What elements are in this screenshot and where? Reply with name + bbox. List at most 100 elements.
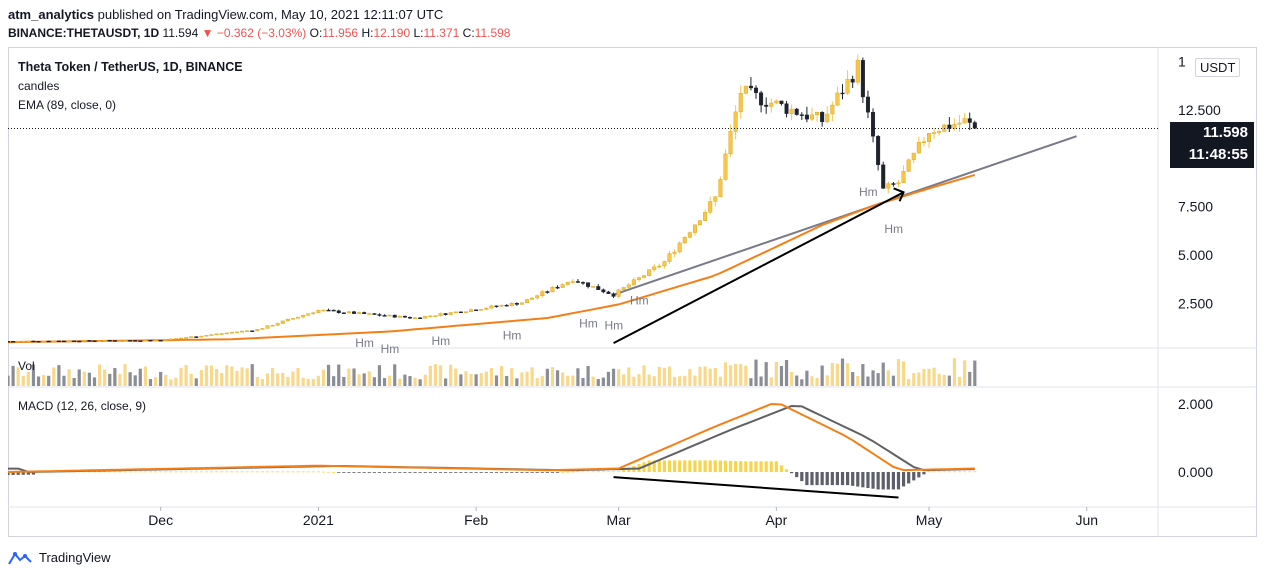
volume-bar <box>382 378 387 386</box>
candle-body <box>346 311 351 314</box>
candle-body <box>606 291 611 294</box>
pattern-label-hm: Hm <box>884 222 903 236</box>
volume-bar <box>82 371 86 386</box>
volume-bar <box>871 370 875 386</box>
macd-histogram-bar <box>265 471 270 473</box>
macd-histogram-bar <box>912 472 916 481</box>
candle-body <box>738 93 743 113</box>
macd-histogram-bar <box>479 472 483 473</box>
candle-body <box>616 289 621 297</box>
macd-histogram-bar <box>586 471 590 473</box>
candle-body <box>428 315 433 318</box>
macd-histogram-bar <box>108 471 112 473</box>
footer-brand[interactable]: TradingView <box>8 550 111 565</box>
macd-histogram-bar <box>840 472 845 486</box>
candle-body <box>835 92 840 106</box>
candle-body <box>759 92 764 106</box>
volume-bar <box>311 378 315 386</box>
macd-histogram-bar <box>143 471 147 473</box>
volume-bar <box>530 367 534 386</box>
macd-histogram-bar <box>744 461 748 472</box>
volume-bar <box>907 379 911 386</box>
volume-bar <box>881 362 885 386</box>
candle-body <box>21 340 26 343</box>
candle-body <box>219 333 224 335</box>
macd-histogram-bar <box>510 472 514 473</box>
price-tick: 5.000 <box>1178 247 1213 263</box>
volume-bar <box>479 373 483 386</box>
currency-selector[interactable]: USDT <box>1195 58 1241 77</box>
candle-body <box>581 282 586 284</box>
candle-body <box>754 87 759 93</box>
candle-body <box>250 330 255 332</box>
candle-body <box>550 286 555 292</box>
volume-bar <box>16 367 20 386</box>
volume-bar <box>209 365 214 386</box>
macd-histogram-bar <box>260 471 265 473</box>
macd-histogram-bar <box>647 460 651 472</box>
macd-histogram-bar <box>393 472 397 473</box>
candle-body <box>601 289 606 293</box>
open-label: O: <box>309 26 323 40</box>
candle-body <box>26 340 31 343</box>
candle-body <box>967 118 972 123</box>
macd-histogram-bar <box>377 472 382 473</box>
volume-bar <box>784 359 789 386</box>
candle-body <box>764 104 769 107</box>
countdown-label: 11:48:55 <box>1188 146 1248 163</box>
candle-body <box>591 286 596 288</box>
volume-bar <box>861 364 865 386</box>
time-tick: Feb <box>464 512 488 528</box>
macd-histogram-bar <box>225 471 229 473</box>
macd-histogram-bar <box>851 472 855 486</box>
high-value: 12.190 <box>373 26 411 40</box>
volume-bar <box>255 376 259 386</box>
volume-bar <box>667 366 672 386</box>
candle-body <box>525 299 530 304</box>
candle-body <box>336 310 341 313</box>
macd-histogram-bar <box>271 471 275 473</box>
pattern-label-hm: Hm <box>381 342 400 356</box>
candle-body <box>67 340 72 342</box>
volume-bar <box>199 370 203 386</box>
volume-bar <box>245 368 249 386</box>
volume-bar <box>535 378 539 386</box>
candle-body <box>642 275 647 278</box>
candle-body <box>850 78 855 83</box>
volume-bar <box>769 377 773 386</box>
volume-bar <box>123 364 127 386</box>
candle-body <box>61 340 66 343</box>
volume-bar <box>8 375 10 386</box>
candle-body <box>514 302 519 305</box>
volume-bar <box>36 376 41 386</box>
candle-body <box>72 340 77 342</box>
volume-bar <box>510 368 514 386</box>
volume-bar <box>927 368 931 386</box>
candle-body <box>586 282 591 287</box>
volume-bar <box>739 364 743 386</box>
low-value: 11.371 <box>423 26 460 40</box>
macd-histogram-bar <box>489 472 494 473</box>
volume-bar <box>937 373 941 386</box>
last-price-marker: 11.598 11:48:55 <box>1170 122 1254 168</box>
volume-bar <box>657 366 661 386</box>
candle-body <box>209 334 214 336</box>
macd-histogram-bar <box>561 471 565 473</box>
volume-bar <box>11 365 15 386</box>
macd-histogram-bar <box>617 471 621 473</box>
publisher-name[interactable]: atm_analytics <box>8 7 94 22</box>
candle-body <box>570 281 575 283</box>
candle-body <box>840 92 845 95</box>
pattern-label-hm: Hm <box>432 334 451 348</box>
candle-body <box>158 340 163 342</box>
candle-body <box>107 340 112 342</box>
candle-body <box>555 286 560 289</box>
candle-body <box>168 338 173 341</box>
volume-bar <box>795 375 799 386</box>
candle-body <box>77 340 82 343</box>
candle-body <box>143 340 148 342</box>
candle-body <box>626 284 631 288</box>
candle-body <box>621 287 626 291</box>
candle-body <box>881 164 886 189</box>
